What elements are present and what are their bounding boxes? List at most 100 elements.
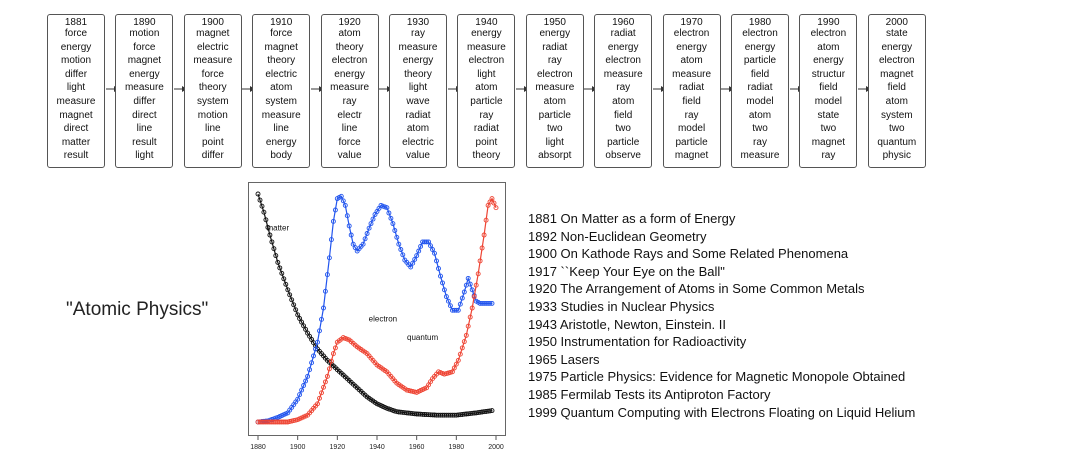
series-point	[269, 239, 275, 245]
series-point	[319, 316, 324, 322]
series-point	[436, 266, 441, 271]
topic-word: measure	[193, 55, 233, 67]
topic-word: force	[133, 41, 156, 53]
topic-word: atom	[680, 55, 703, 67]
topic-word: ray	[753, 136, 767, 148]
series-point	[289, 297, 295, 303]
series-point	[461, 289, 467, 295]
topic-word: system	[880, 109, 913, 121]
series-point	[443, 294, 449, 300]
series-point	[465, 323, 471, 329]
topic-word: force	[270, 28, 293, 39]
topic-trend-chart: matter electron quantum 1880 1900 1920 1940 19…	[248, 182, 506, 457]
topic-word: particle	[470, 96, 503, 107]
topic-word: particle	[538, 109, 571, 121]
topic-word: light	[408, 82, 428, 94]
topic-word: energy	[402, 55, 434, 67]
series-point	[432, 250, 437, 256]
topic-word: electron	[673, 28, 710, 39]
topic-word: structur	[811, 68, 846, 80]
topic-word: particle	[607, 136, 640, 148]
topic-word: light	[545, 136, 564, 148]
series-point	[324, 373, 330, 379]
publication-item: 1892 Non-Euclidean Geometry	[528, 228, 707, 244]
topic-box: 1950 energy radiat ray electron measure atom pa…	[525, 14, 584, 168]
series-point	[467, 314, 473, 320]
topic-word: energy	[265, 136, 297, 148]
publication-item: 1933 Studies in Nuclear Physics	[528, 298, 715, 314]
series-point	[457, 301, 463, 307]
series-point	[459, 295, 465, 301]
series-point	[322, 379, 328, 385]
topic-word: ray	[547, 55, 562, 67]
topic-word: electron	[742, 28, 778, 39]
series-point	[283, 281, 289, 287]
x-tick-label: 1900	[290, 444, 306, 451]
topic-word: measure	[740, 150, 780, 162]
series-point	[475, 271, 481, 277]
series-point	[366, 225, 372, 231]
topic-word: magnet	[127, 55, 162, 67]
series-quantum: quantum	[255, 196, 499, 425]
topic-word: atom	[406, 123, 430, 135]
topic-word: differ	[133, 96, 156, 107]
topic-word: motion	[60, 55, 91, 67]
topic-word: magnet	[264, 41, 298, 53]
topic-word: quantum	[877, 136, 917, 148]
series-line	[257, 195, 492, 423]
topic-year: 2000	[885, 17, 908, 28]
x-tick-label: 2000	[488, 444, 504, 451]
topic-box: 1970 electron energy atom measure radiat field…	[662, 14, 721, 168]
series-point	[346, 223, 352, 229]
topic-word: ray	[479, 109, 494, 121]
topic-word: atom	[270, 82, 293, 94]
topic-word: wave	[406, 96, 430, 107]
series-point	[441, 287, 447, 293]
series-point	[303, 326, 309, 332]
x-axis: 1880 1900 1920 1940 1960 1980 2000	[250, 436, 504, 451]
topic-word: ray	[342, 96, 357, 107]
series-point	[493, 205, 499, 211]
x-tick-label: 1880	[250, 444, 266, 451]
topic-word: radiat	[542, 41, 568, 53]
topic-word: system	[196, 96, 229, 107]
series-point	[398, 247, 404, 252]
topic-word: point	[475, 136, 498, 148]
topic-word: measure	[124, 82, 164, 94]
topic-word: value	[406, 150, 430, 162]
side-title: "Atomic Physics"	[66, 299, 209, 320]
topic-word: electr	[337, 109, 362, 121]
series-point	[455, 307, 461, 313]
series-point	[315, 401, 320, 407]
topic-word: energy	[539, 28, 571, 39]
series-point	[459, 345, 465, 351]
topic-word: atom	[543, 96, 566, 107]
topic-word: atom	[338, 28, 361, 39]
topic-box: 1920 atom theory electron energy measure ray el…	[320, 14, 379, 168]
series-point	[440, 280, 445, 286]
topic-word: energy	[744, 41, 776, 53]
series-point	[295, 312, 301, 318]
series-point	[457, 351, 463, 357]
series-point	[368, 221, 374, 227]
series-point	[426, 239, 432, 245]
series-point	[297, 316, 303, 321]
series-point	[277, 265, 283, 271]
series-point	[301, 323, 307, 329]
topic-word: ray	[411, 28, 425, 39]
series-point	[293, 307, 299, 313]
topic-word: ray	[821, 150, 836, 162]
series-point	[438, 273, 443, 279]
series-label: quantum	[407, 333, 438, 342]
series-point	[461, 339, 467, 345]
series-point	[324, 272, 330, 278]
series-point	[394, 234, 400, 240]
series-point	[322, 288, 328, 294]
topic-year: 1900	[201, 17, 224, 28]
series-point	[384, 205, 390, 211]
topic-word: theory	[267, 55, 296, 67]
series-point	[297, 392, 303, 398]
series-point	[291, 302, 297, 308]
topic-word: body	[270, 150, 293, 162]
series-point	[340, 198, 346, 204]
